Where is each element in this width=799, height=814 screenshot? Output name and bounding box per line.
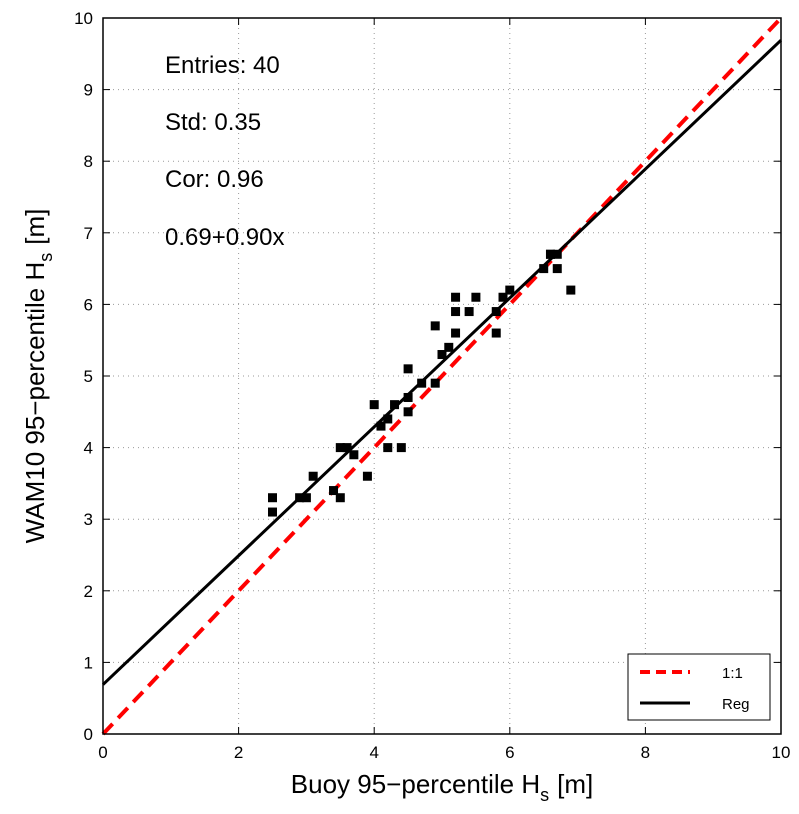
data-point: [403, 407, 413, 417]
y-tick-label: 5: [84, 367, 93, 386]
series-lines: [101, 16, 783, 736]
data-point: [376, 421, 386, 431]
data-point: [552, 249, 562, 259]
x-tick-label: 10: [772, 743, 791, 762]
data-point: [498, 292, 508, 302]
data-point: [417, 378, 427, 388]
x-tick-label: 6: [505, 743, 514, 762]
data-point: [396, 443, 406, 453]
x-axis-title-unit: [m]: [557, 769, 593, 799]
x-axis-title-subscript: s: [540, 785, 549, 805]
data-point: [403, 392, 413, 402]
data-point: [566, 285, 576, 295]
data-point: [362, 471, 372, 481]
regression-line: [101, 39, 783, 686]
data-point: [383, 414, 393, 424]
data-point: [335, 443, 345, 453]
data-point: [403, 364, 413, 374]
data-point: [268, 507, 277, 517]
data-point: [491, 328, 501, 338]
y-axis-title: WAM10 95−percentile Hs [m]: [20, 209, 56, 544]
data-point: [430, 321, 440, 331]
data-point: [539, 264, 549, 274]
y-axis-title-unit: [m]: [20, 209, 50, 245]
axis-ticks: 0 2 4 6 8 10 0 1 2 3 4 5 6 7 8 9 10: [74, 9, 790, 762]
data-point: [437, 350, 447, 360]
x-axis-title: Buoy 95−percentile Hs [m]: [291, 769, 593, 805]
x-axis-title-main: Buoy 95−percentile H: [291, 769, 540, 799]
y-axis-title-subscript: s: [36, 253, 56, 262]
data-point: [383, 443, 393, 453]
x-tick-label: 2: [234, 743, 243, 762]
annotation-block: Entries: 40 Std: 0.35 Cor: 0.96 0.69+0.9…: [165, 52, 284, 251]
data-point: [444, 342, 454, 352]
data-point: [451, 292, 461, 302]
data-point: [349, 450, 359, 460]
legend-box: [627, 653, 771, 721]
data-point: [308, 471, 318, 481]
y-tick-label: 0: [84, 725, 93, 744]
data-point: [268, 493, 277, 503]
x-tick-label: 8: [641, 743, 650, 762]
data-point: [335, 493, 345, 503]
y-tick-label: 6: [84, 295, 93, 314]
y-tick-label: 4: [84, 439, 93, 458]
data-point: [491, 307, 501, 317]
data-point: [430, 378, 440, 388]
data-point: [329, 486, 339, 496]
data-point: [545, 249, 555, 259]
data-point: [451, 328, 461, 338]
y-tick-label: 1: [84, 653, 93, 672]
annotation-regression: 0.69+0.90x: [165, 224, 284, 251]
annotation-std: Std: 0.35: [165, 109, 261, 136]
y-tick-label: 10: [74, 9, 93, 28]
y-tick-label: 7: [84, 224, 93, 243]
annotation-entries: Entries: 40: [165, 52, 280, 79]
legend: 1:1 Reg: [627, 653, 771, 721]
x-tick-label: 4: [369, 743, 378, 762]
data-point: [552, 264, 562, 274]
annotation-cor: Cor: 0.96: [165, 166, 264, 193]
legend-label-1to1: 1:1: [722, 665, 743, 682]
y-axis-title-main: WAM10 95−percentile H: [20, 262, 50, 544]
data-point: [505, 285, 515, 295]
y-tick-label: 8: [84, 152, 93, 171]
legend-label-reg: Reg: [722, 696, 750, 713]
data-point: [342, 443, 352, 453]
data-point: [471, 292, 481, 302]
x-tick-label: 0: [98, 743, 107, 762]
y-tick-label: 9: [84, 81, 93, 100]
y-tick-label: 3: [84, 510, 93, 529]
data-point: [301, 493, 311, 503]
data-point: [451, 307, 461, 317]
data-points: [268, 249, 576, 517]
data-point: [369, 400, 379, 410]
data-point: [390, 400, 400, 410]
y-tick-label: 2: [84, 582, 93, 601]
data-point: [464, 307, 474, 317]
data-point: [295, 493, 305, 503]
one-to-one-line: [101, 16, 783, 736]
